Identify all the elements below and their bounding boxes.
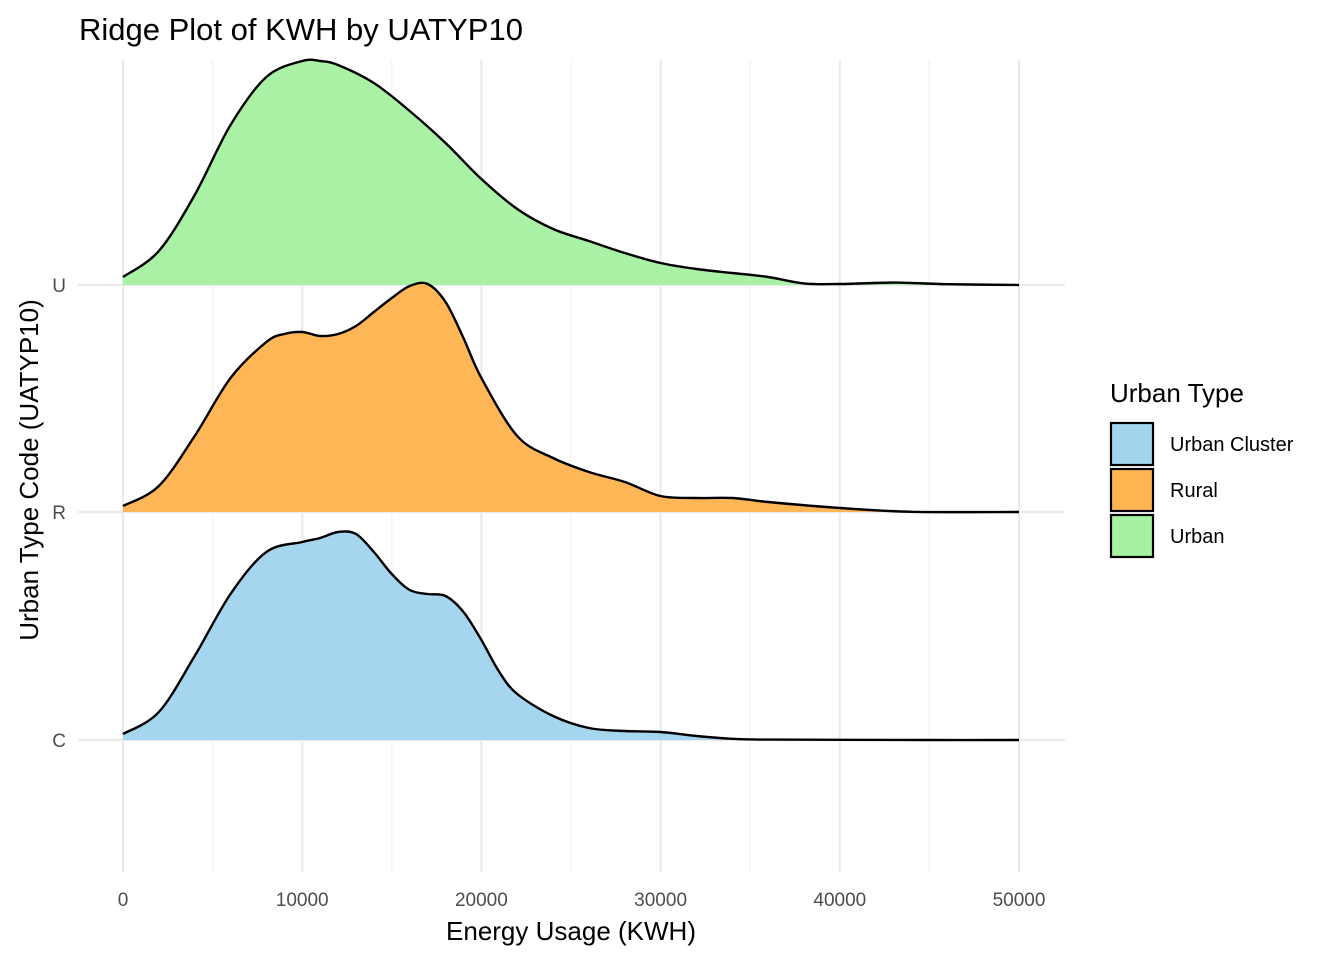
legend: Urban Type Urban Cluster Rural Urban: [1110, 378, 1294, 557]
x-tick-label: 10000: [276, 890, 329, 911]
y-axis-ticks: C R U: [52, 276, 66, 752]
legend-swatch: [1111, 515, 1153, 557]
legend-label: Urban: [1170, 526, 1224, 548]
y-tick-label-c: C: [52, 731, 66, 752]
y-axis-title: Urban Type Code (UATYP10): [14, 299, 44, 641]
legend-label: Rural: [1170, 480, 1218, 502]
x-tick-label: 0: [118, 890, 129, 911]
x-tick-label: 20000: [455, 890, 508, 911]
legend-swatch: [1111, 423, 1153, 465]
legend-swatch: [1111, 469, 1153, 511]
y-tick-label-u: U: [52, 276, 66, 297]
legend-items: Urban Cluster Rural Urban: [1111, 423, 1294, 557]
legend-item-rural: Rural: [1111, 469, 1218, 511]
chart-title: Ridge Plot of KWH by UATYP10: [79, 12, 523, 47]
x-tick-label: 40000: [813, 890, 866, 911]
y-tick-label-r: R: [52, 503, 66, 524]
legend-title: Urban Type: [1110, 378, 1244, 408]
x-axis-title: Energy Usage (KWH): [446, 916, 696, 946]
legend-item-urban: Urban: [1111, 515, 1224, 557]
x-tick-label: 50000: [993, 890, 1046, 911]
x-tick-label: 30000: [634, 890, 687, 911]
x-axis-ticks: 0 10000 20000 30000 40000 50000: [118, 890, 1046, 911]
legend-label: Urban Cluster: [1170, 434, 1294, 456]
legend-item-urban-cluster: Urban Cluster: [1111, 423, 1294, 465]
